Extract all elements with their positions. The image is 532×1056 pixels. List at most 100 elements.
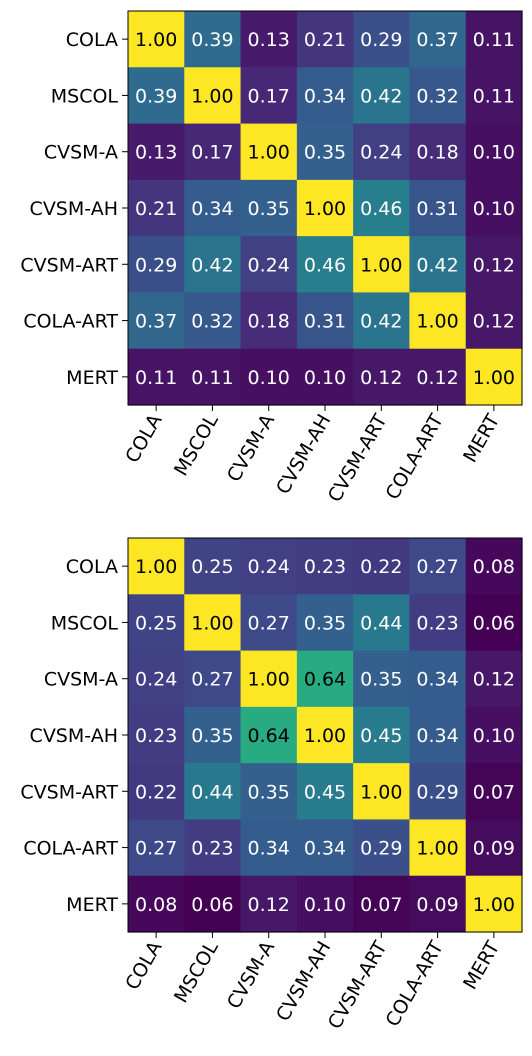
value-label-r2-c6: 0.10 xyxy=(473,142,515,164)
cell-r3-c0 xyxy=(128,179,185,237)
cell-r5-c4 xyxy=(353,819,411,877)
value-label-r1-c0: 0.25 xyxy=(135,612,177,634)
value-label-r4-c4: 1.00 xyxy=(360,781,402,803)
value-label-r4-c2: 0.24 xyxy=(248,254,290,276)
value-label-r3-c4: 0.46 xyxy=(360,198,402,220)
value-label-r1-c6: 0.11 xyxy=(473,85,515,107)
cell-r6-c0 xyxy=(128,875,185,933)
value-label-r1-c3: 0.35 xyxy=(304,612,346,634)
value-label-r4-c2: 0.35 xyxy=(248,781,290,803)
value-label-r6-c6: 1.00 xyxy=(473,367,515,389)
cell-r1-c4 xyxy=(353,67,411,125)
value-label-r5-c5: 1.00 xyxy=(416,311,458,333)
cell-r1-c2 xyxy=(240,67,298,125)
cell-r3-c0 xyxy=(128,706,185,764)
value-label-r1-c4: 0.42 xyxy=(360,85,402,107)
cell-r6-c6 xyxy=(465,875,523,933)
value-label-r6-c4: 0.07 xyxy=(360,894,402,916)
cell-r6-c3 xyxy=(296,875,354,933)
value-label-r5-c4: 0.29 xyxy=(360,838,402,860)
cell-r3-c2 xyxy=(240,706,298,764)
x-tick-label: CVSM-A xyxy=(223,938,279,1013)
cell-r1-c6 xyxy=(465,67,523,125)
cell-r1-c6 xyxy=(465,594,523,652)
cell-r6-c4 xyxy=(353,348,411,406)
y-tick-label: MERT xyxy=(66,367,118,389)
cell-r4-c2 xyxy=(240,763,298,821)
value-label-r2-c5: 0.18 xyxy=(416,142,458,164)
cell-r0-c3 xyxy=(296,11,354,68)
cell-r3-c5 xyxy=(409,179,467,237)
value-label-r2-c4: 0.35 xyxy=(360,669,402,691)
value-label-r5-c2: 0.34 xyxy=(248,838,290,860)
cell-r0-c0 xyxy=(128,538,185,595)
value-label-r0-c6: 0.08 xyxy=(473,556,515,578)
value-label-r0-c3: 0.23 xyxy=(304,556,346,578)
value-label-r5-c5: 1.00 xyxy=(416,838,458,860)
value-label-r0-c5: 0.37 xyxy=(416,29,458,51)
cell-r6-c6 xyxy=(465,348,523,406)
value-label-r3-c0: 0.21 xyxy=(135,198,177,220)
cell-r1-c0 xyxy=(128,594,185,652)
value-label-r2-c0: 0.13 xyxy=(135,142,177,164)
value-label-r1-c5: 0.32 xyxy=(416,85,458,107)
cell-r2-c3 xyxy=(296,650,354,708)
cell-r0-c5 xyxy=(409,11,467,68)
cell-r2-c6 xyxy=(465,650,523,708)
cell-r4-c1 xyxy=(184,236,242,294)
cell-r5-c5 xyxy=(409,292,467,350)
cell-r6-c5 xyxy=(409,348,467,406)
cell-r4-c5 xyxy=(409,236,467,294)
cell-r0-c4 xyxy=(353,538,411,595)
value-label-r2-c2: 1.00 xyxy=(248,142,290,164)
value-label-r0-c6: 0.11 xyxy=(473,29,515,51)
value-label-r5-c4: 0.42 xyxy=(360,311,402,333)
x-tick-label: COLA xyxy=(121,938,166,994)
cell-r6-c3 xyxy=(296,348,354,406)
cell-r2-c4 xyxy=(353,123,411,181)
value-label-r1-c1: 1.00 xyxy=(191,85,233,107)
value-label-r6-c2: 0.12 xyxy=(248,894,290,916)
cell-r4-c5 xyxy=(409,763,467,821)
value-label-r2-c4: 0.24 xyxy=(360,142,402,164)
cell-r4-c3 xyxy=(296,763,354,821)
cell-r5-c6 xyxy=(465,819,523,877)
x-tick-label: COLA-ART xyxy=(382,937,449,1030)
cell-r0-c0 xyxy=(128,11,185,68)
value-label-r3-c3: 1.00 xyxy=(304,725,346,747)
cell-r3-c1 xyxy=(184,706,242,764)
heatmap-top: 1.00 0.39 0.13 0.21 0.29 0.37 0.11 0.39 1.00 0.17… xyxy=(20,10,523,506)
value-label-r6-c3: 0.10 xyxy=(304,367,346,389)
cell-r5-c2 xyxy=(240,292,298,350)
x-tick-label: CVSM-AH xyxy=(272,411,335,499)
value-label-r3-c3: 1.00 xyxy=(304,198,346,220)
value-label-r2-c2: 1.00 xyxy=(248,669,290,691)
value-label-r4-c4: 1.00 xyxy=(360,254,402,276)
value-label-r5-c1: 0.23 xyxy=(191,838,233,860)
cell-r3-c4 xyxy=(353,179,411,237)
x-tick-label: CVSM-A xyxy=(223,411,279,486)
value-label-r2-c5: 0.34 xyxy=(416,669,458,691)
cell-r4-c3 xyxy=(296,236,354,294)
cell-r0-c6 xyxy=(465,538,523,595)
cell-r6-c1 xyxy=(184,875,242,933)
cell-r5-c0 xyxy=(128,292,185,350)
cell-r0-c2 xyxy=(240,538,298,595)
value-label-r4-c5: 0.29 xyxy=(416,781,458,803)
cell-r2-c2 xyxy=(240,123,298,181)
cell-r2-c4 xyxy=(353,650,411,708)
cell-r5-c1 xyxy=(184,292,242,350)
value-label-r0-c0: 1.00 xyxy=(135,29,177,51)
value-label-r4-c3: 0.45 xyxy=(304,781,346,803)
cell-r0-c1 xyxy=(184,538,242,595)
value-label-r4-c0: 0.29 xyxy=(135,254,177,276)
x-tick-label: MERT xyxy=(459,937,504,993)
value-label-r5-c2: 0.18 xyxy=(248,311,290,333)
cell-r1-c5 xyxy=(409,67,467,125)
x-tick-label: COLA-ART xyxy=(382,410,449,503)
value-label-r0-c2: 0.24 xyxy=(248,556,290,578)
cell-r3-c6 xyxy=(465,179,523,237)
x-tick-label: CVSM-AH xyxy=(272,938,335,1026)
cell-r2-c0 xyxy=(128,123,185,181)
value-label-r0-c4: 0.22 xyxy=(360,556,402,578)
